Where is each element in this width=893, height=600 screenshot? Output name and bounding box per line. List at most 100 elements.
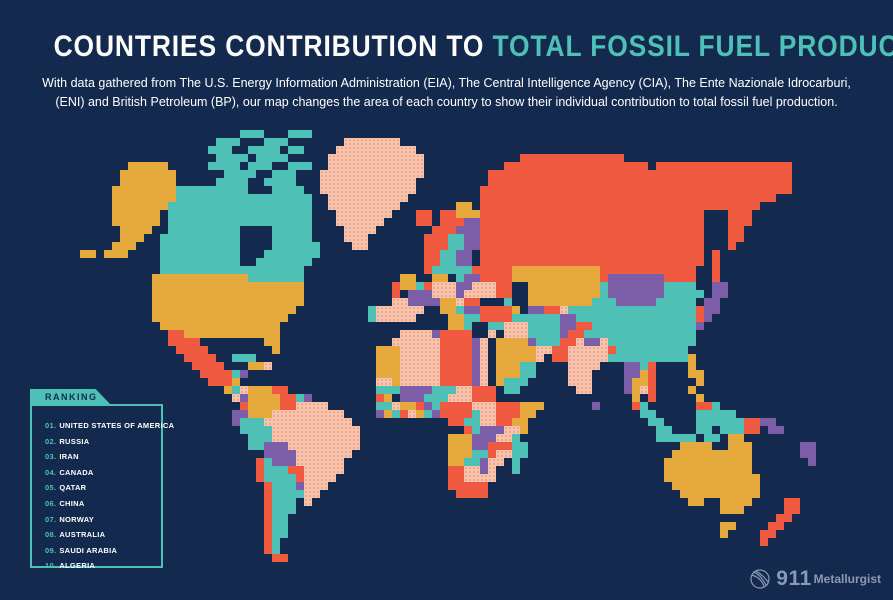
map-region: [256, 466, 264, 474]
map-region: [528, 322, 560, 330]
header: COUNTRIES CONTRIBUTION TO TOTAL FOSSIL F…: [0, 0, 893, 112]
map-region: [288, 466, 304, 474]
map-region: [536, 338, 560, 346]
map-region: [616, 298, 656, 306]
map-region: [248, 442, 264, 450]
map-region: [120, 178, 176, 186]
map-region: [232, 418, 240, 426]
map-region: [512, 306, 520, 314]
map-region: [704, 314, 712, 322]
map-region: [464, 322, 472, 330]
map-region: [552, 346, 568, 354]
map-region: [440, 346, 472, 354]
brand-logo: 911 Metallurgist: [748, 567, 881, 591]
map-region: [440, 402, 472, 410]
map-region: [712, 282, 728, 290]
map-region: [704, 298, 720, 306]
map-region: [152, 290, 304, 298]
map-region: [784, 498, 800, 506]
map-region: [608, 282, 664, 290]
map-region: [160, 266, 304, 274]
map-region: [664, 474, 760, 482]
map-region: [560, 330, 568, 338]
map-region: [584, 338, 600, 346]
map-region: [192, 362, 224, 370]
subtitle-line-2: (ENI) and British Petroleum (BP), our ma…: [55, 95, 838, 109]
map-region: [696, 306, 704, 314]
map-region: [648, 370, 656, 378]
map-region: [400, 354, 440, 362]
map-region: [800, 450, 816, 458]
map-region: [664, 290, 704, 298]
map-region: [416, 282, 424, 290]
map-region: [240, 386, 248, 394]
map-region: [272, 234, 312, 242]
map-region: [712, 266, 720, 274]
map-region: [480, 338, 488, 346]
map-region: [408, 290, 432, 298]
map-region: [664, 466, 752, 474]
ranking-item-name: NORWAY: [59, 514, 95, 524]
map-region: [592, 298, 616, 306]
map-region: [480, 378, 488, 386]
map-region: [248, 386, 272, 394]
map-region: [216, 154, 248, 162]
map-region: [640, 402, 648, 410]
logo-name: Metallurgist: [813, 572, 881, 586]
map-region: [264, 138, 288, 146]
map-region: [456, 282, 472, 290]
map-region: [624, 370, 640, 378]
map-region: [648, 378, 656, 386]
map-region: [632, 402, 640, 410]
ranking-item-name: RUSSIA: [59, 436, 90, 446]
map-region: [264, 490, 272, 498]
map-region: [120, 226, 152, 234]
map-region: [744, 418, 760, 426]
map-region: [712, 402, 720, 410]
map-region: [280, 402, 296, 410]
map-region: [544, 306, 560, 314]
map-region: [120, 170, 176, 178]
map-region: [224, 170, 256, 178]
map-region: [536, 354, 544, 362]
map-region: [384, 410, 392, 418]
map-region: [480, 202, 760, 210]
map-region: [376, 370, 400, 378]
ranking-item: 09. SAUDI ARABIA: [45, 546, 157, 555]
globe-icon: [748, 567, 776, 591]
map-region: [376, 402, 392, 410]
map-region: [248, 162, 272, 170]
map-region: [432, 402, 440, 410]
map-region: [376, 394, 384, 402]
map-region: [152, 314, 288, 322]
map-region: [440, 410, 472, 418]
map-region: [304, 466, 344, 474]
map-region: [176, 346, 208, 354]
map-region: [272, 546, 280, 554]
map-region: [288, 146, 304, 154]
map-region: [392, 410, 400, 418]
map-region: [488, 322, 496, 330]
map-region: [472, 370, 480, 378]
map-region: [232, 410, 248, 418]
map-region: [456, 322, 464, 330]
map-region: [208, 162, 240, 170]
map-region: [512, 442, 528, 450]
map-region: [776, 514, 792, 522]
map-region: [528, 306, 544, 314]
map-region: [448, 474, 464, 482]
map-region: [728, 234, 744, 242]
ranking-tab: RANKING: [30, 389, 112, 406]
map-region: [400, 370, 440, 378]
map-region: [552, 354, 568, 362]
map-region: [416, 210, 432, 218]
map-region: [368, 306, 376, 314]
map-region: [728, 218, 752, 226]
map-region: [480, 458, 488, 466]
map-region: [376, 306, 424, 314]
map-region: [704, 306, 720, 314]
map-region: [512, 466, 520, 474]
map-region: [496, 378, 504, 386]
map-region: [248, 362, 264, 370]
map-region: [640, 370, 648, 378]
